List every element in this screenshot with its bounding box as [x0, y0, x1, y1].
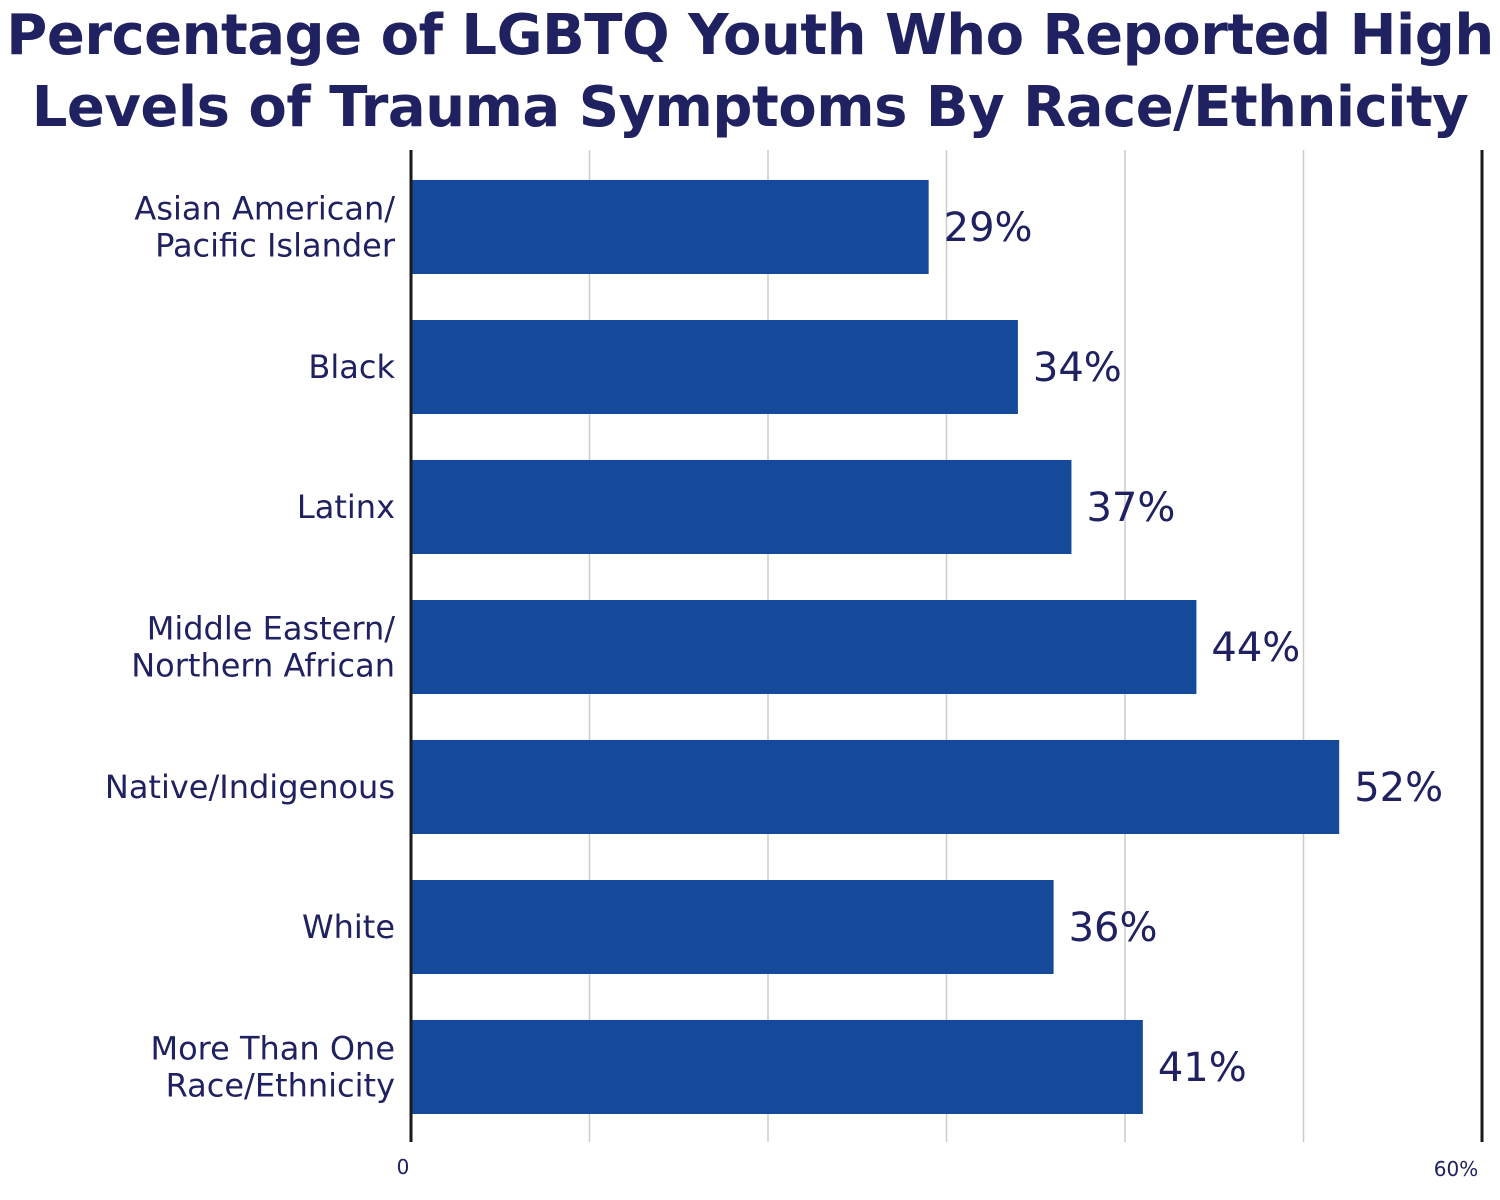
category-label-0-0: Asian American/	[134, 190, 395, 228]
category-label-0-1: Pacific Islander	[155, 227, 396, 265]
value-label-1: 34%	[1033, 345, 1122, 391]
value-label-0: 29%	[944, 205, 1033, 251]
category-label-6-0: More Than One	[150, 1030, 395, 1068]
bar-3	[411, 600, 1197, 694]
x-tick-label-max: 60%	[1434, 1157, 1478, 1181]
category-label-6-1: Race/Ethnicity	[166, 1067, 395, 1105]
category-label-3-0: Middle Eastern/	[147, 610, 395, 648]
bar-2	[411, 460, 1072, 554]
chart-title: Percentage of LGBTQ Youth Who Reported H…	[0, 0, 1500, 144]
value-label-4: 52%	[1354, 765, 1443, 811]
x-tick-label-min: 0	[397, 1155, 410, 1179]
bar-5	[411, 880, 1054, 974]
value-label-5: 36%	[1069, 905, 1158, 951]
value-label-3: 44%	[1211, 625, 1300, 671]
category-label-2-0: Latinx	[297, 488, 395, 526]
category-label-1-0: Black	[308, 348, 395, 386]
category-label-5-0: White	[302, 908, 395, 946]
bar-4	[411, 740, 1340, 834]
bar-6	[411, 1020, 1143, 1114]
value-label-2: 37%	[1086, 485, 1175, 531]
category-label-3-1: Northern African	[131, 647, 395, 685]
value-label-6: 41%	[1158, 1045, 1247, 1091]
bar-0	[411, 180, 929, 274]
bar-1	[411, 320, 1018, 414]
chart-title-line-2: Levels of Trauma Symptoms By Race/Ethnic…	[31, 75, 1469, 140]
category-label-4-0: Native/Indigenous	[105, 768, 395, 806]
chart-title-line-1: Percentage of LGBTQ Youth Who Reported H…	[6, 3, 1494, 68]
